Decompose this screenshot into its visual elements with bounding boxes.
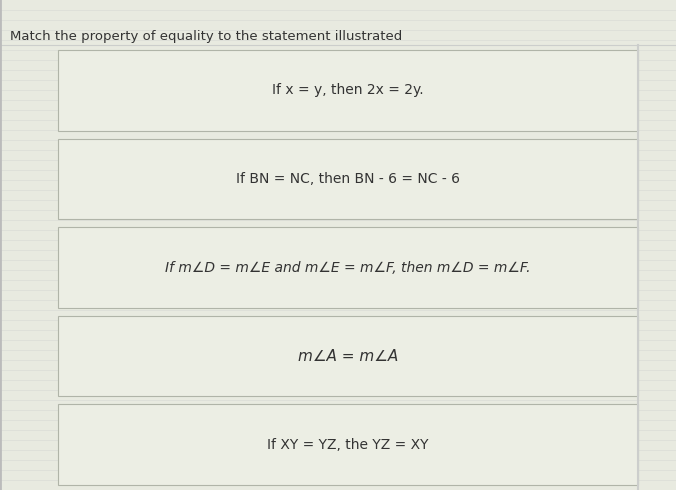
Text: m∠A = m∠A: m∠A = m∠A — [298, 348, 398, 364]
Text: Match the property of equality to the statement illustrated: Match the property of equality to the st… — [10, 30, 402, 43]
Text: If x = y, then 2x = 2y.: If x = y, then 2x = 2y. — [272, 83, 424, 98]
FancyBboxPatch shape — [58, 316, 638, 396]
FancyBboxPatch shape — [58, 404, 638, 485]
Text: If m∠D = m∠E and m∠E = m∠F, then m∠D = m∠F.: If m∠D = m∠E and m∠E = m∠F, then m∠D = m… — [165, 261, 531, 274]
Text: If BN = NC, then BN - 6 = NC - 6: If BN = NC, then BN - 6 = NC - 6 — [236, 172, 460, 186]
FancyBboxPatch shape — [58, 227, 638, 308]
FancyBboxPatch shape — [58, 139, 638, 219]
FancyBboxPatch shape — [58, 50, 638, 131]
Text: If XY = YZ, the YZ = XY: If XY = YZ, the YZ = XY — [267, 438, 429, 452]
